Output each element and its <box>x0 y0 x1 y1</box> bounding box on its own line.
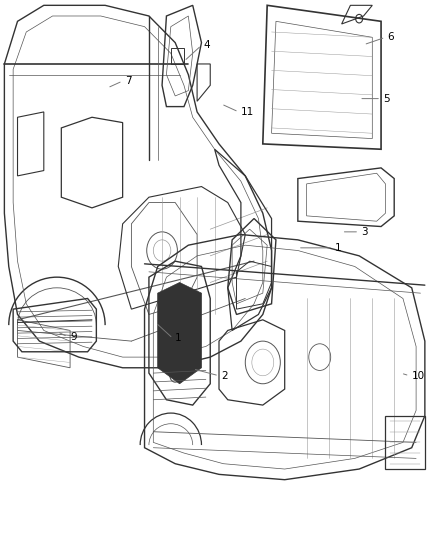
Text: 5: 5 <box>383 94 390 103</box>
Text: 4: 4 <box>204 41 210 50</box>
Text: 9: 9 <box>70 332 77 342</box>
Text: 2: 2 <box>221 371 228 381</box>
Text: 10: 10 <box>412 371 425 381</box>
Polygon shape <box>158 282 201 384</box>
Text: 1: 1 <box>335 243 342 253</box>
Text: 6: 6 <box>388 33 394 42</box>
Text: 11: 11 <box>241 107 254 117</box>
Text: 1: 1 <box>175 334 182 343</box>
Text: 7: 7 <box>125 76 131 86</box>
Text: 3: 3 <box>361 227 368 237</box>
